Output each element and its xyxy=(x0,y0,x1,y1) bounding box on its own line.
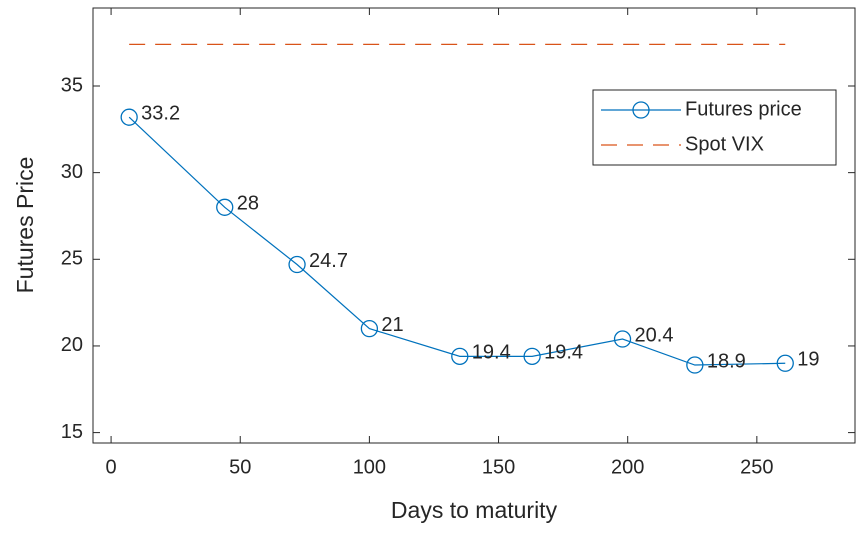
x-axis-label: Days to maturity xyxy=(391,497,558,523)
y-tick-label: 25 xyxy=(61,248,83,270)
x-tick-label: 100 xyxy=(353,456,386,478)
data-label: 28 xyxy=(237,193,259,215)
legend-marker xyxy=(632,101,650,119)
marker xyxy=(523,347,541,365)
data-label: 19.4 xyxy=(544,342,583,364)
y-axis-label: Futures Price xyxy=(12,157,38,294)
data-label: 33.2 xyxy=(141,102,180,124)
plot-area xyxy=(93,8,855,443)
data-label: 19 xyxy=(797,349,819,371)
marker xyxy=(451,347,469,365)
data-label: 18.9 xyxy=(707,350,746,372)
marker xyxy=(216,198,234,216)
x-tick-label: 150 xyxy=(482,456,515,478)
x-tick-label: 200 xyxy=(611,456,644,478)
legend-label: Futures price xyxy=(685,98,802,120)
data-label: 20.4 xyxy=(635,324,674,346)
x-tick-label: 250 xyxy=(740,456,773,478)
x-tick-label: 50 xyxy=(229,456,251,478)
marker xyxy=(613,330,632,348)
legend-box xyxy=(592,89,837,166)
marker xyxy=(776,354,794,372)
y-tick-label: 30 xyxy=(61,161,83,183)
y-tick-label: 35 xyxy=(61,74,83,96)
data-label: 24.7 xyxy=(309,250,348,272)
marker xyxy=(120,108,138,126)
x-tick-label: 0 xyxy=(106,456,117,478)
axes-box xyxy=(92,7,856,444)
marker xyxy=(360,319,379,338)
y-tick-label: 15 xyxy=(61,421,83,443)
legend-label: Spot VIX xyxy=(685,133,764,155)
data-label: 19.4 xyxy=(472,342,511,364)
series-line xyxy=(128,116,786,366)
marker xyxy=(288,255,306,274)
marker xyxy=(686,356,704,374)
y-tick-label: 20 xyxy=(61,334,83,356)
data-label: 21 xyxy=(381,314,403,336)
